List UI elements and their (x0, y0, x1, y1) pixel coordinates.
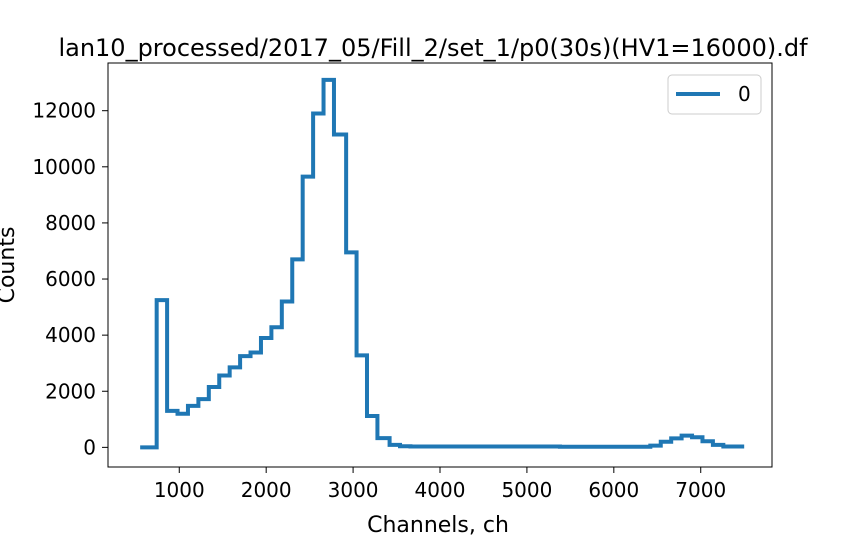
x-tick-label: 6000 (588, 478, 639, 502)
legend: 0 (667, 74, 762, 115)
plot-area (140, 77, 745, 450)
x-tick-label: 5000 (501, 478, 552, 502)
y-tick-label: 6000 (45, 267, 96, 291)
legend-label-0: 0 (738, 82, 751, 106)
x-tick-label: 2000 (241, 478, 292, 502)
x-tick-label: 3000 (328, 478, 379, 502)
y-tick-label: 4000 (45, 323, 96, 347)
chart-title: lan10_processed/2017_05/Fill_2/set_1/p0(… (58, 34, 808, 62)
x-axis: 1000 2000 3000 4000 5000 6000 7000 (154, 467, 726, 502)
y-tick-label: 2000 (45, 379, 96, 403)
x-tick-label: 4000 (415, 478, 466, 502)
y-tick-label: 0 (83, 435, 96, 459)
y-tick-label: 8000 (45, 211, 96, 235)
x-axis-label: Channels, ch (367, 513, 509, 538)
plot-frame (107, 62, 773, 468)
x-tick-label: 7000 (675, 478, 726, 502)
y-tick-label: 10000 (32, 155, 96, 179)
series-line-0 (140, 77, 745, 450)
y-tick-label: 12000 (32, 99, 96, 123)
y-axis: 0 2000 4000 6000 8000 10000 12000 (32, 99, 108, 459)
x-tick-label: 1000 (154, 478, 205, 502)
y-axis-label: Counts (0, 227, 20, 304)
